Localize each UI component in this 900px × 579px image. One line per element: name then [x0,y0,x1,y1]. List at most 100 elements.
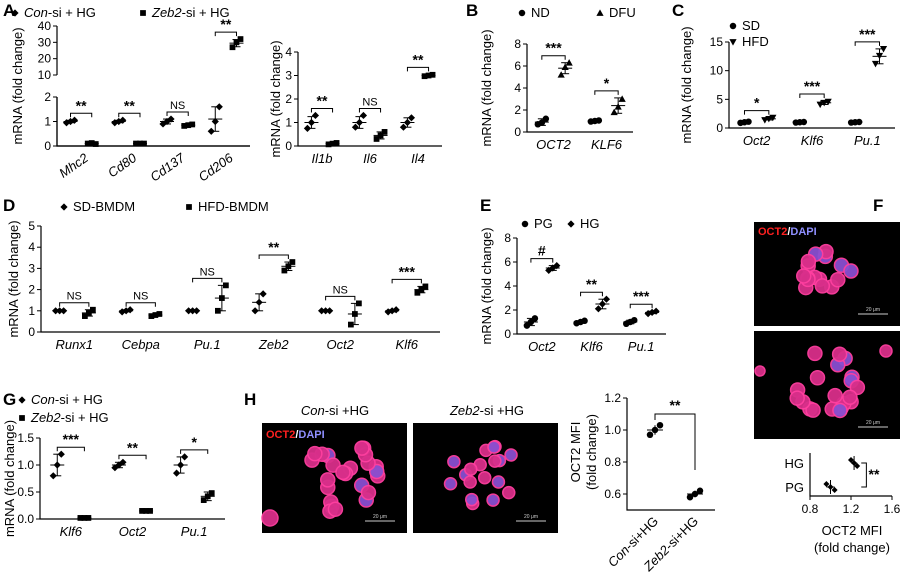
data-point-G [85,515,92,521]
panel-label-g: G [3,390,16,409]
ylabel-E: mRNA (fold change) [479,227,494,344]
panel-label-e: E [480,196,491,215]
ytick-label-E: 4 [504,279,511,293]
cell [832,402,848,419]
category-label-C: Klf6 [801,133,824,148]
data-point-E [581,317,588,325]
sig-label-A1: NS [170,100,185,112]
ytick-label-A2: 1 [285,116,292,130]
ytick-label-C: 15 [710,35,724,49]
data-point-A1 [70,116,79,124]
data-point-H [646,431,654,439]
legend-marker-0 [18,396,26,404]
ytick-label-A2: 0 [285,139,292,153]
ytick-label-H: 1.0 [604,423,621,437]
data-point-D [348,321,354,328]
legend-label-italic: Con [31,392,55,407]
sig-label-F: ** [869,466,880,482]
micrograph-title-italic: Zeb2 [449,403,480,418]
cell [360,484,377,501]
cell [814,278,831,294]
legend-marker-1 [729,39,737,46]
sig-bracket-E [629,303,653,309]
cell [789,390,805,406]
data-point-G [81,515,88,521]
data-point-B [610,108,618,116]
ytick-label-D: 2 [28,283,35,297]
ytick-label-E: 6 [504,255,511,269]
legend-label-rest: -si + HG [48,5,96,20]
ytick-label-G: 0.0 [17,512,34,526]
ytick-label-D: 0 [28,325,35,339]
category-label-E: Pu.1 [628,339,655,354]
category-label-A1: Mhc2 [56,150,91,181]
data-point-D [356,300,362,307]
legend-label-rest: -si + HG [55,392,103,407]
panel-label-f: F [873,196,883,215]
data-point-E [648,308,656,316]
data-point-C [879,46,888,53]
legend-marker-1 [596,9,604,16]
data-point-D [422,283,429,290]
sig-label-E: *** [633,288,650,304]
data-point-B [561,63,569,70]
sig-bracket-A2 [358,107,382,113]
data-point-A2 [381,129,388,135]
cell [354,440,370,456]
sig-label-D: NS [67,291,82,303]
panel-label-b: B [466,1,478,20]
data-point-C [816,101,824,109]
axis-A1 [56,97,250,147]
xlabel-F-line1: OCT2 MFI [822,523,883,538]
data-point-D [326,307,334,315]
sig-label-E: ** [586,276,597,292]
cell [463,462,478,476]
data-point-D [251,307,259,315]
legend-label-italic: Con [24,5,48,20]
data-point-D [352,311,358,317]
sig-bracket-C [743,110,770,115]
category-label-A1: Cd80 [105,150,140,181]
sig-label-G: ** [127,439,138,455]
data-point-B [538,119,546,126]
data-point-A1 [229,44,236,51]
data-point-B [614,103,622,110]
data-point-A1 [237,36,244,42]
micrograph-H-title: Zeb2-si +HG [449,403,524,418]
cell [307,445,323,462]
data-point-G [119,458,127,466]
micrograph-label-part: OCT2 [266,429,295,441]
data-point-H [656,421,664,429]
sig-bracket-A1 [70,112,93,118]
data-point-G [208,490,215,496]
ytick-label-B: 0 [514,125,521,139]
data-point-C [855,118,863,126]
panel-label-c: C [672,1,684,20]
sig-label-D: NS [133,291,148,303]
data-point-A1 [215,103,223,111]
axis-H [626,398,715,511]
data-point-E [652,307,660,315]
data-point-D [189,307,197,315]
scale-bar-label: 20 μm [524,514,538,520]
data-point-D [392,306,400,314]
sig-bracket-G [180,449,209,454]
data-point-A2 [303,124,312,132]
data-point-G [177,461,185,469]
data-point-E [594,305,603,313]
data-point-H [651,426,659,434]
sig-label-C: * [754,95,760,111]
sig-label-B: * [604,75,610,91]
cell [754,365,766,377]
ylabel-G: mRNA (fold change) [2,420,17,537]
sig-label-A1: ** [124,97,135,113]
panel-label-d: D [3,196,15,215]
data-point-A1 [211,117,219,126]
cell [842,389,858,405]
data-point-C [765,115,773,123]
category-label-rest: -si+HG [622,514,661,553]
data-point-D [56,307,64,315]
data-point-A2 [403,118,412,127]
ytick-label-A1: 40 [38,19,52,33]
